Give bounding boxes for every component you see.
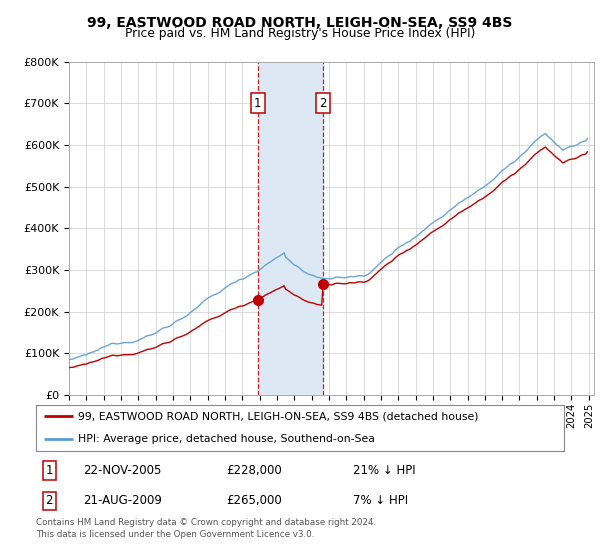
Text: 2: 2 — [46, 494, 53, 507]
Text: £265,000: £265,000 — [226, 494, 282, 507]
Text: 21-AUG-2009: 21-AUG-2009 — [83, 494, 163, 507]
Text: 22-NOV-2005: 22-NOV-2005 — [83, 464, 162, 477]
Text: 99, EASTWOOD ROAD NORTH, LEIGH-ON-SEA, SS9 4BS (detached house): 99, EASTWOOD ROAD NORTH, LEIGH-ON-SEA, S… — [78, 412, 479, 421]
Text: 1: 1 — [254, 97, 262, 110]
Text: 21% ↓ HPI: 21% ↓ HPI — [353, 464, 415, 477]
Bar — [258, 62, 323, 395]
Text: 7% ↓ HPI: 7% ↓ HPI — [353, 494, 408, 507]
Text: HPI: Average price, detached house, Southend-on-Sea: HPI: Average price, detached house, Sout… — [78, 435, 375, 444]
Text: Contains HM Land Registry data © Crown copyright and database right 2024.
This d: Contains HM Land Registry data © Crown c… — [36, 518, 376, 539]
Text: £228,000: £228,000 — [226, 464, 282, 477]
Text: 2: 2 — [319, 97, 326, 110]
Text: Price paid vs. HM Land Registry's House Price Index (HPI): Price paid vs. HM Land Registry's House … — [125, 27, 475, 40]
Text: 99, EASTWOOD ROAD NORTH, LEIGH-ON-SEA, SS9 4BS: 99, EASTWOOD ROAD NORTH, LEIGH-ON-SEA, S… — [88, 16, 512, 30]
Text: 1: 1 — [46, 464, 53, 477]
